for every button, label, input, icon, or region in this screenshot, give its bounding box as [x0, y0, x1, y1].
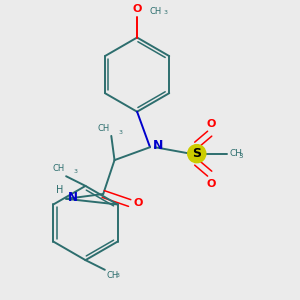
Text: CH: CH	[106, 272, 119, 280]
Circle shape	[188, 145, 206, 163]
Text: H: H	[56, 185, 63, 195]
Text: O: O	[207, 178, 216, 188]
Text: S: S	[192, 147, 201, 160]
Text: O: O	[134, 198, 143, 208]
Text: O: O	[207, 119, 216, 129]
Text: CH: CH	[229, 149, 242, 158]
Text: N: N	[153, 139, 163, 152]
Text: CH: CH	[98, 124, 110, 133]
Text: 3: 3	[238, 153, 243, 159]
Text: CH: CH	[150, 7, 162, 16]
Text: CH: CH	[52, 164, 64, 173]
Text: O: O	[132, 4, 142, 14]
Text: 3: 3	[164, 10, 167, 15]
Text: 3: 3	[118, 130, 122, 135]
Text: 3: 3	[115, 273, 119, 278]
Text: 3: 3	[73, 169, 77, 174]
Text: N: N	[68, 191, 78, 204]
